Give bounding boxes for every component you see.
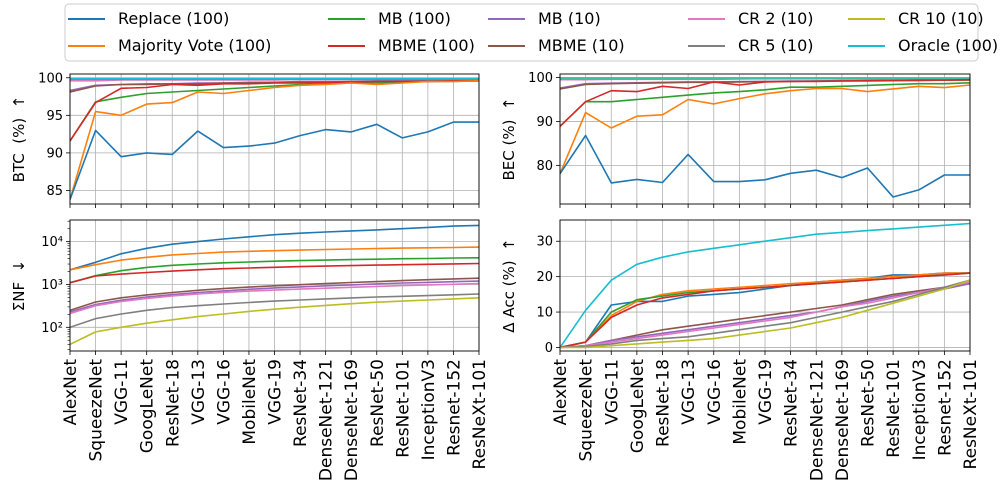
legend-label: MBME (100)	[378, 36, 475, 55]
x-tick-label: AlexNet	[551, 359, 571, 426]
x-tick-label: ResNet-101	[884, 359, 904, 458]
x-tick-label: VGG-11	[602, 359, 622, 425]
legend-label: Oracle (100)	[898, 36, 998, 55]
y-tick-label: 20	[536, 270, 553, 285]
x-tick-label: VGG-13	[679, 359, 699, 425]
x-tick-label: SqueezeNet	[577, 359, 597, 462]
x-tick-label: MobileNet	[730, 359, 750, 445]
y-tick-label: 85	[46, 184, 63, 199]
legend-label: MBME (10)	[538, 36, 625, 55]
x-tick-label: ResNet-18	[163, 359, 183, 447]
x-tick-label: Resnet-152	[935, 359, 955, 456]
x-tick-label: SqueezeNet	[87, 359, 107, 462]
x-tick-label: VGG-13	[189, 359, 209, 425]
x-tick-label: ResNet-34	[291, 359, 311, 447]
x-tick-label: VGG-11	[112, 359, 132, 425]
legend-label: Replace (100)	[118, 9, 229, 28]
x-tick-label: DenseNet-169	[342, 359, 362, 481]
panel-bec: 80 90 100 BEC (%) ↑	[500, 71, 970, 208]
legend: Replace (100) Majority Vote (100) MB (100)…	[65, 4, 998, 61]
y-axis-label: ΣNF ↓	[10, 260, 28, 311]
x-tick-label: ResNet-50	[368, 359, 388, 447]
x-tick-label: InceptionV3	[910, 359, 930, 460]
x-tick-label: Resnet-152	[444, 359, 464, 456]
y-axis-label: BTC (%) ↑	[10, 96, 28, 183]
y-tick-label: 95	[46, 109, 63, 124]
y-tick-label: 10³	[41, 278, 63, 293]
x-tick-label: GoogLeNet	[138, 359, 158, 454]
y-tick-label: 30	[536, 235, 553, 250]
panel-btc: 85 90 95 100 BTC (%) ↑	[10, 71, 479, 208]
legend-label: CR 2 (10)	[738, 9, 813, 28]
x-tick-label: VGG-19	[756, 359, 776, 425]
y-tick-label: 0	[545, 341, 553, 356]
x-tick-label: ResNeXt-101	[961, 359, 981, 469]
legend-label: CR 5 (10)	[738, 36, 813, 55]
x-tick-label: DenseNet-121	[807, 359, 827, 481]
x-tick-label: ResNet-34	[782, 359, 802, 447]
y-axis-label: Δ Acc (%) ↑	[500, 238, 518, 332]
x-tick-label: DenseNet-169	[833, 359, 853, 481]
x-tick-label: GoogLeNet	[628, 359, 648, 454]
y-axis-label: BEC (%) ↑	[500, 97, 518, 180]
y-tick-label: 10²	[41, 321, 63, 336]
x-tick-label: ResNeXt-101	[470, 359, 490, 469]
x-tick-label: InceptionV3	[419, 359, 439, 460]
y-tick-label: 10	[536, 306, 553, 321]
legend-label: MB (10)	[538, 9, 601, 28]
y-tick-label: 90	[46, 146, 63, 161]
x-tick-label: VGG-16	[705, 359, 725, 425]
legend-label: CR 10 (10)	[898, 9, 984, 28]
y-tick-label: 10⁴	[41, 235, 63, 250]
legend-label: MB (100)	[378, 9, 451, 28]
x-tick-label: ResNet-101	[393, 359, 413, 458]
y-tick-label: 100	[528, 71, 553, 86]
y-tick-label: 90	[536, 115, 553, 130]
x-tick-label: MobileNet	[240, 359, 260, 445]
x-tick-label: ResNet-50	[859, 359, 879, 447]
x-tick-label: ResNet-18	[654, 359, 674, 447]
x-tick-label: VGG-16	[214, 359, 234, 425]
legend-label: Majority Vote (100)	[118, 36, 271, 55]
x-tick-label: DenseNet-121	[317, 359, 337, 481]
x-tick-label: AlexNet	[61, 359, 81, 426]
y-tick-label: 80	[536, 159, 553, 174]
x-tick-label: VGG-19	[266, 359, 286, 425]
y-tick-label: 100	[38, 71, 63, 86]
